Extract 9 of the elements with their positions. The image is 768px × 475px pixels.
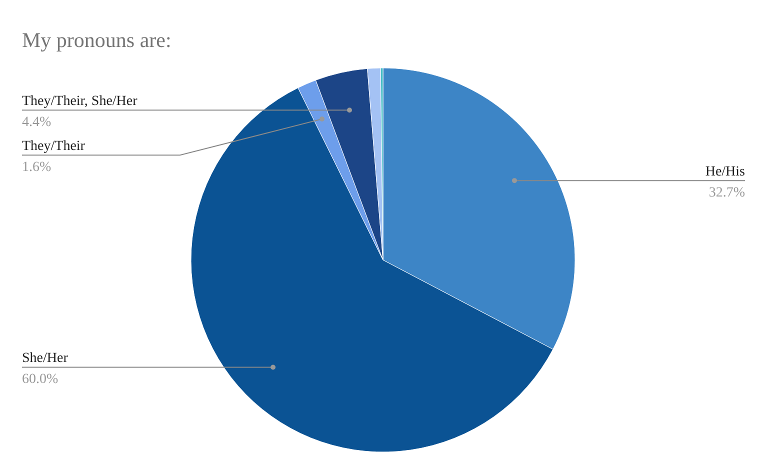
slice-label: They/Their (22, 139, 86, 154)
data-label: 60.0% (22, 372, 58, 388)
slice-label: He/His (705, 164, 745, 180)
data-label: 32.7% (708, 186, 746, 201)
chart-title: My pronouns are: (22, 28, 172, 52)
slice-label: She/Her (22, 351, 68, 366)
data-label: 1.6% (22, 160, 52, 176)
slice-label: They/Their, She/Her (22, 94, 138, 110)
data-label: 4.4% (22, 115, 52, 130)
